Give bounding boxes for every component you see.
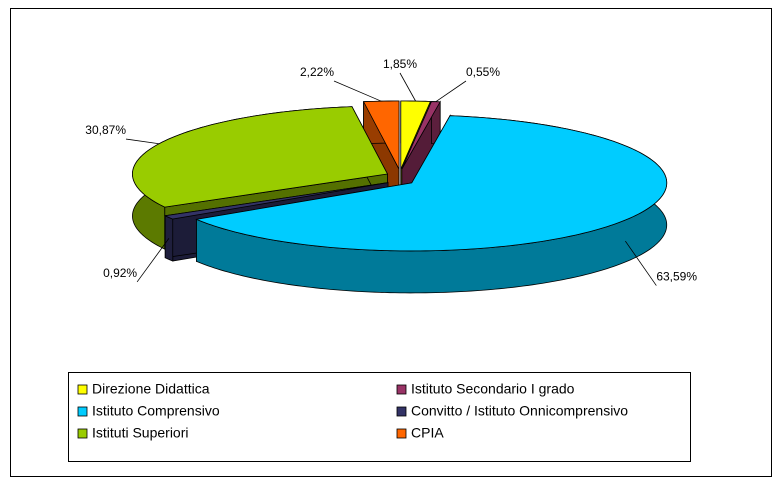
data-label: 0,92%	[103, 266, 137, 280]
slice	[362, 100, 400, 212]
legend-label: Convitto / Istituto Onnicomprensivo	[411, 403, 628, 419]
data-label: 1,85%	[383, 57, 417, 71]
slice-rim	[164, 215, 174, 262]
data-label: 2,22%	[300, 65, 334, 79]
leader-line	[435, 80, 467, 103]
legend-label: CPIA	[411, 425, 444, 441]
legend-label: Istituto Comprensivo	[92, 403, 220, 419]
leader-line	[625, 240, 657, 286]
leader-line	[136, 238, 170, 283]
slice-top	[195, 115, 668, 252]
chart-frame	[10, 8, 772, 477]
leader-line	[399, 72, 416, 102]
legend-swatch	[396, 384, 407, 395]
slice-top	[163, 182, 389, 220]
leader-line	[125, 138, 160, 145]
leader-line	[333, 80, 382, 102]
legend-box	[68, 372, 691, 462]
slice-top	[132, 106, 389, 208]
slice-top	[362, 100, 400, 170]
legend-label: Direzione Didattica	[92, 381, 210, 397]
legend-swatch	[77, 384, 88, 395]
legend-swatch	[396, 428, 407, 439]
data-label: 0,55%	[466, 65, 500, 79]
legend-label: Istituti Superiori	[92, 425, 188, 441]
legend-swatch	[77, 428, 88, 439]
legend-label: Istituto Secondario I grado	[411, 381, 575, 397]
legend-swatch	[77, 406, 88, 417]
data-label: 30,87%	[85, 123, 126, 137]
data-label: 63,59%	[656, 270, 697, 284]
legend-swatch	[396, 406, 407, 417]
slice	[195, 114, 668, 294]
